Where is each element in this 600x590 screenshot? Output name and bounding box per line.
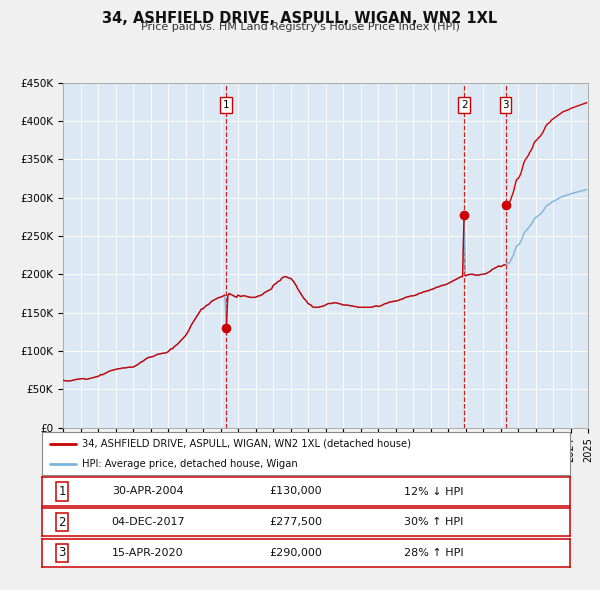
Text: 3: 3 xyxy=(58,546,66,559)
Text: 34, ASHFIELD DRIVE, ASPULL, WIGAN, WN2 1XL (detached house): 34, ASHFIELD DRIVE, ASPULL, WIGAN, WN2 1… xyxy=(82,439,410,449)
Text: Price paid vs. HM Land Registry's House Price Index (HPI): Price paid vs. HM Land Registry's House … xyxy=(140,22,460,32)
Text: 04-DEC-2017: 04-DEC-2017 xyxy=(111,517,184,527)
Text: £130,000: £130,000 xyxy=(269,487,322,496)
Text: 3: 3 xyxy=(502,100,509,110)
Text: 2: 2 xyxy=(58,516,66,529)
Text: 1: 1 xyxy=(223,100,230,110)
Text: 2: 2 xyxy=(461,100,467,110)
Text: 34, ASHFIELD DRIVE, ASPULL, WIGAN, WN2 1XL: 34, ASHFIELD DRIVE, ASPULL, WIGAN, WN2 1… xyxy=(103,11,497,25)
Text: £277,500: £277,500 xyxy=(269,517,322,527)
Text: 12% ↓ HPI: 12% ↓ HPI xyxy=(404,487,463,496)
Text: 15-APR-2020: 15-APR-2020 xyxy=(112,548,184,558)
Text: HPI: Average price, detached house, Wigan: HPI: Average price, detached house, Wiga… xyxy=(82,460,298,469)
Text: 30% ↑ HPI: 30% ↑ HPI xyxy=(404,517,463,527)
Text: 28% ↑ HPI: 28% ↑ HPI xyxy=(404,548,463,558)
Text: £290,000: £290,000 xyxy=(269,548,322,558)
Text: 30-APR-2004: 30-APR-2004 xyxy=(112,487,184,496)
Text: 1: 1 xyxy=(58,485,66,498)
